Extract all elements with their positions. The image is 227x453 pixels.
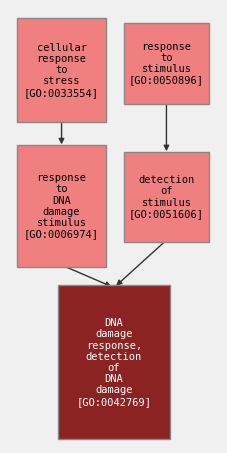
Text: response
to
stimulus
[GO:0050896]: response to stimulus [GO:0050896] xyxy=(128,42,203,85)
FancyBboxPatch shape xyxy=(17,145,106,267)
FancyBboxPatch shape xyxy=(124,23,208,104)
FancyBboxPatch shape xyxy=(124,152,208,242)
Text: detection
of
stimulus
[GO:0051606]: detection of stimulus [GO:0051606] xyxy=(128,175,203,219)
Text: DNA
damage
response,
detection
of
DNA
damage
[GO:0042769]: DNA damage response, detection of DNA da… xyxy=(76,318,151,407)
FancyBboxPatch shape xyxy=(58,285,169,439)
Text: cellular
response
to
stress
[GO:0033554]: cellular response to stress [GO:0033554] xyxy=(24,43,99,97)
Text: response
to
DNA
damage
stimulus
[GO:0006974]: response to DNA damage stimulus [GO:0006… xyxy=(24,173,99,239)
FancyBboxPatch shape xyxy=(17,18,106,122)
